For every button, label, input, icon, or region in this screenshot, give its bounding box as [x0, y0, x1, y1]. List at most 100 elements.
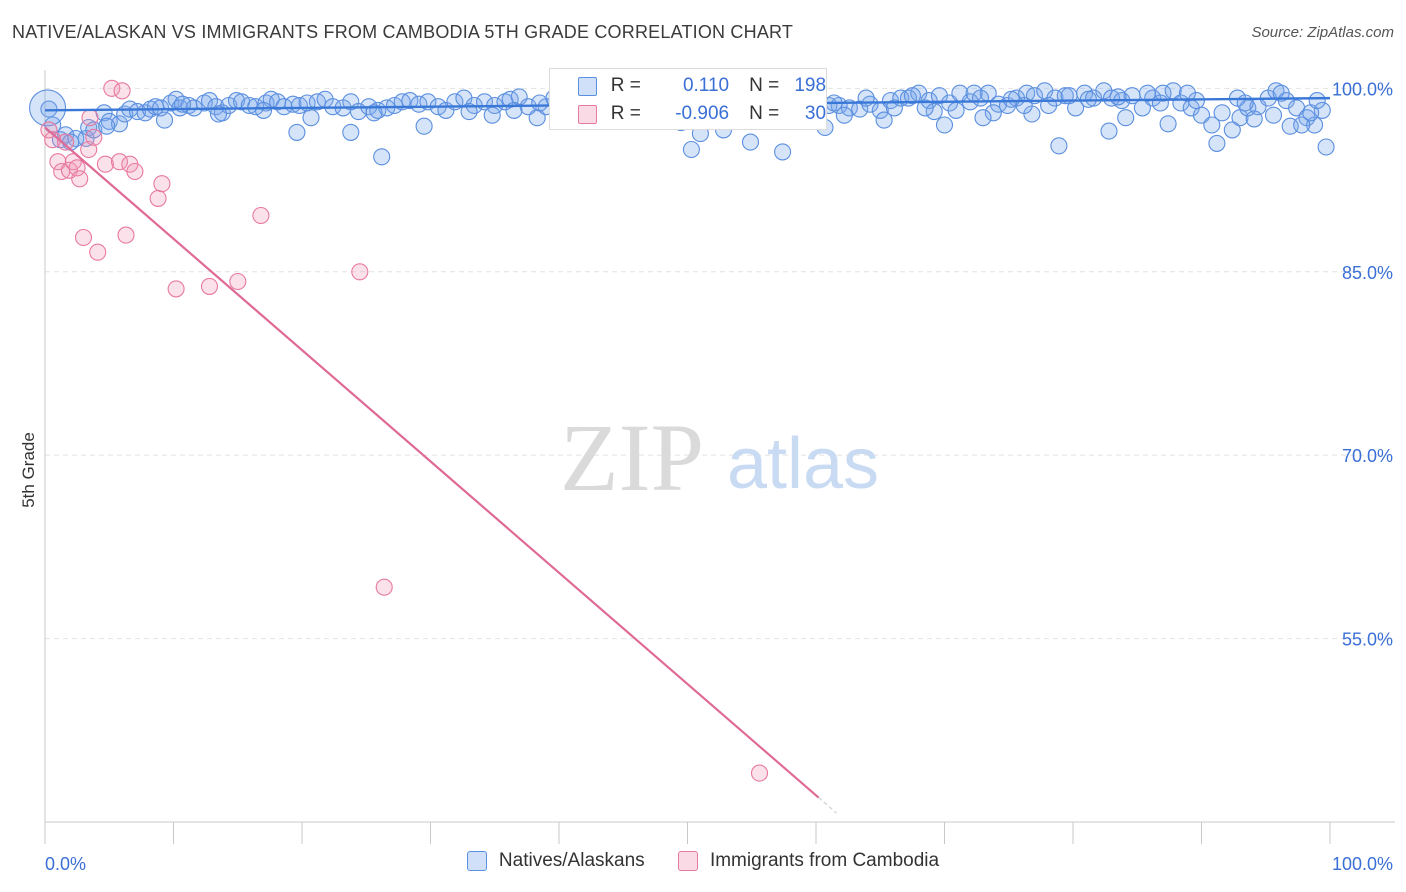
- native-alaskan-point: [1213, 104, 1231, 122]
- native-alaskan-point: [302, 109, 320, 127]
- native-alaskan-point: [1159, 115, 1177, 133]
- native-alaskan-point: [29, 89, 67, 127]
- stats-swatch-pink: [578, 104, 597, 124]
- y-tick-label: 100.0%: [1332, 79, 1393, 99]
- native-alaskan-point: [98, 117, 116, 135]
- native-alaskan-point: [247, 98, 265, 116]
- legend-label-cambodia: Immigrants from Cambodia: [709, 850, 940, 871]
- cambodia-point: [71, 170, 89, 188]
- native-alaskan-point: [741, 133, 760, 151]
- cambodia-point: [49, 153, 67, 171]
- native-alaskan-point: [1117, 109, 1135, 127]
- legend: Natives/Alaskans Immigrants from Cambodi…: [0, 850, 1406, 877]
- native-alaskan-point: [974, 109, 992, 127]
- native-alaskan-point: [916, 99, 934, 117]
- native-alaskan-point: [1264, 106, 1283, 124]
- legend-item-cambodia: Immigrants from Cambodia: [677, 850, 940, 872]
- cambodia-point: [96, 155, 114, 173]
- native-alaskan-point: [531, 94, 549, 112]
- x-tick-label-max: 100.0%: [1332, 854, 1393, 874]
- axes: [44, 70, 1395, 844]
- native-alaskan-point: [682, 140, 700, 159]
- native-alaskan-point: [1293, 116, 1311, 134]
- y-tick-label: 70.0%: [1342, 446, 1393, 466]
- cambodia-point: [375, 578, 393, 596]
- n-label-2: N =: [749, 103, 780, 124]
- native-alaskan-point: [1208, 134, 1226, 152]
- cambodia-trend-line: [44, 126, 820, 799]
- native-alaskan-point: [288, 123, 306, 141]
- cambodia-point: [103, 79, 121, 97]
- native-alaskan-point: [209, 105, 228, 123]
- legend-swatch-blue: [466, 851, 487, 871]
- stats-swatch-blue: [578, 76, 597, 96]
- native-alaskan-point: [110, 115, 129, 133]
- cambodia-point: [229, 272, 247, 291]
- watermark-atlas: atlas: [727, 424, 879, 504]
- r-label-1: R =: [610, 75, 641, 96]
- cambodia-point: [149, 189, 167, 207]
- native-alaskan-point: [1317, 138, 1335, 156]
- native-alaskan-point: [1138, 84, 1157, 102]
- y-tick-label: 55.0%: [1342, 630, 1393, 650]
- cambodia-point: [126, 162, 144, 181]
- y-tick-label: 85.0%: [1342, 263, 1393, 283]
- watermark-zip: ZIP: [560, 404, 704, 511]
- native-alaskan-point: [1102, 89, 1121, 107]
- cambodia-point: [113, 82, 131, 100]
- watermark: ZIP atlas: [560, 404, 879, 511]
- cambodia-point: [153, 175, 171, 193]
- cambodia-point: [81, 109, 99, 127]
- cambodia-point: [200, 277, 219, 295]
- cambodia-point: [110, 153, 129, 171]
- r-label-2: R =: [610, 103, 641, 124]
- n-label-1: N =: [749, 75, 780, 96]
- cambodia-point: [68, 159, 86, 177]
- native-alaskan-point: [1109, 88, 1127, 106]
- native-alaskan-point: [1272, 84, 1290, 102]
- cambodia-point: [74, 228, 93, 247]
- chart-title: NATIVE/ALASKAN VS IMMIGRANTS FROM CAMBOD…: [12, 22, 794, 42]
- native-alaskan-point: [373, 148, 391, 166]
- native-alaskan-point: [100, 112, 118, 130]
- cambodia-points: [40, 79, 769, 782]
- native-alaskan-point: [1245, 110, 1263, 128]
- cambodia-trend-extension: [818, 796, 838, 814]
- cambodia-point: [89, 243, 107, 261]
- legend-swatch-pink: [677, 851, 698, 871]
- native-alaskan-point: [415, 117, 433, 135]
- y-tick-labels: 100.0% 85.0% 70.0% 55.0%: [1332, 79, 1393, 649]
- cambodia-point: [117, 226, 135, 244]
- gridlines: [45, 87, 1395, 640]
- legend-item-natives: Natives/Alaskans: [466, 850, 645, 872]
- native-alaskan-point: [875, 111, 893, 129]
- source-label: Source: ZipAtlas.com: [1251, 24, 1394, 41]
- native-alaskan-point: [851, 100, 869, 118]
- y-axis-label: 5th Grade: [19, 432, 38, 508]
- native-alaskan-point: [1151, 94, 1169, 112]
- native-alaskan-point: [984, 104, 1002, 122]
- stats-row-cambodia: R = -0.906 N = 30: [550, 100, 826, 128]
- stats-row-natives: R = 0.110 N = 198: [550, 72, 826, 100]
- cambodia-point: [57, 133, 75, 151]
- native-alaskan-point: [460, 103, 478, 121]
- native-alaskan-point: [1100, 122, 1118, 140]
- native-alaskan-point: [155, 111, 174, 129]
- cambodia-point: [351, 263, 369, 281]
- native-alaskan-point: [903, 87, 921, 105]
- legend-label-natives: Natives/Alaskans: [498, 850, 645, 871]
- r-value-1: 0.110: [682, 75, 730, 96]
- native-alaskan-point: [925, 103, 943, 121]
- native-alaskan-point: [1178, 84, 1196, 102]
- native-alaskan-point: [401, 92, 419, 110]
- native-alaskan-point: [835, 106, 853, 124]
- native-alaskan-point: [528, 109, 546, 127]
- native-alaskan-point: [342, 123, 360, 141]
- native-alaskan-point: [365, 104, 383, 122]
- n-value-1: 198: [794, 75, 827, 96]
- r-value-2: -0.906: [675, 103, 730, 124]
- n-value-2: 30: [804, 103, 827, 124]
- native-alaskan-point: [1236, 94, 1254, 112]
- native-alaskan-point: [774, 143, 792, 161]
